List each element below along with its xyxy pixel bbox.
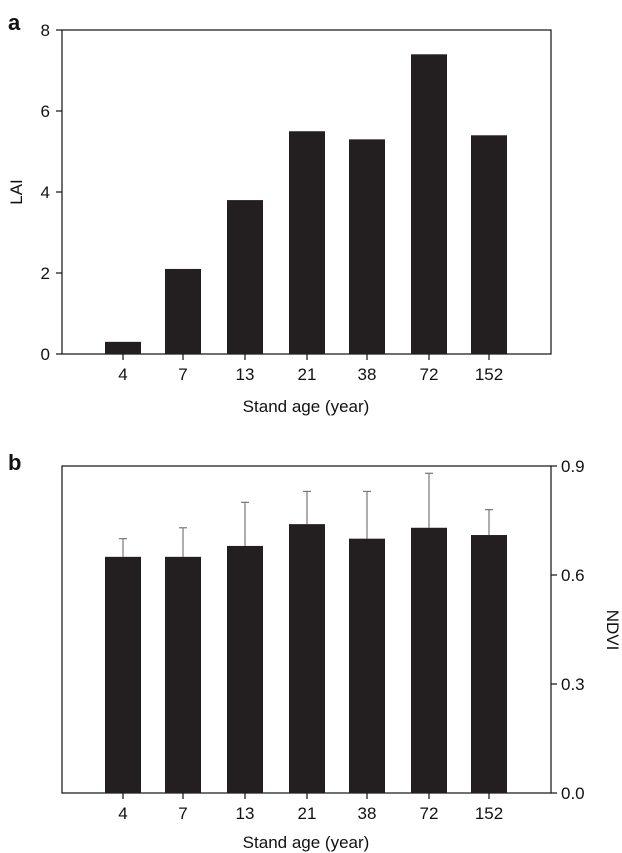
panel-a-bar-72 <box>411 54 447 355</box>
panel-b-bar-4 <box>105 556 141 793</box>
panel-b-bar-38 <box>349 538 385 793</box>
panel-b-label: b <box>8 450 21 475</box>
panel-b-x-tick-label: 72 <box>420 804 439 823</box>
panel-a-y-tick-label: 4 <box>41 183 50 202</box>
panel-a-bar-21 <box>289 131 325 354</box>
panel-b-x-tick-label: 152 <box>475 804 503 823</box>
panel-b-bar-7 <box>165 556 201 793</box>
panel-a-x-tick-label: 72 <box>420 365 439 384</box>
panel-b-bar-21 <box>289 524 325 793</box>
panel-a-bar-4 <box>105 341 141 354</box>
panel-b-x-tick-label: 4 <box>118 804 127 823</box>
panel-b-y-tick-label: 0.9 <box>561 457 585 476</box>
panel-a-label: a <box>8 10 21 35</box>
panel-a-x-tick-label: 21 <box>298 365 317 384</box>
panel-b-bar-152 <box>471 535 507 793</box>
panel-a-x-tick-label: 7 <box>178 365 187 384</box>
panel-a-y-tick-label: 2 <box>41 264 50 283</box>
panel-b-bar-13 <box>227 545 263 793</box>
panel-b-bar-72 <box>411 527 447 793</box>
panel-b-x-axis-title: Stand age (year) <box>243 833 370 852</box>
panel-b-x-tick-label: 13 <box>236 804 255 823</box>
panel-a-x-tick-label: 152 <box>475 365 503 384</box>
panel-a-y-tick-label: 6 <box>41 102 50 121</box>
panel-a-x-tick-label: 4 <box>118 365 127 384</box>
panel-a-y-tick-label: 0 <box>41 345 50 364</box>
panel-a-x-tick-label: 13 <box>236 365 255 384</box>
panel-a-bar-38 <box>349 139 385 354</box>
panel-b-x-tick-label: 7 <box>178 804 187 823</box>
panel-b-y-axis-title: NDVI <box>603 610 622 651</box>
panel-b-x-tick-label: 38 <box>358 804 377 823</box>
panel-b-y-tick-label: 0.3 <box>561 675 585 694</box>
panel-a-bar-7 <box>165 268 201 354</box>
panel-b: b 0.0 0.3 0.6 0.9 4 7 13 21 38 72 152 NDVI Stand … <box>8 450 622 852</box>
panel-a-x-tick-label: 38 <box>358 365 377 384</box>
panel-a-bar-152 <box>471 135 507 354</box>
panel-a-y-axis-title: LAI <box>7 179 26 205</box>
panel-b-x-tick-label: 21 <box>298 804 317 823</box>
panel-a-bar-13 <box>227 200 263 354</box>
panel-a-y-tick-label: 8 <box>41 21 50 40</box>
panel-b-y-tick-label: 0.0 <box>561 784 585 803</box>
panel-a-x-axis-title: Stand age (year) <box>243 397 370 416</box>
panel-b-y-tick-label: 0.6 <box>561 566 585 585</box>
panel-a: a 0 2 4 6 8 4 7 13 21 38 72 152 LAI Stand age (yea… <box>7 10 552 416</box>
